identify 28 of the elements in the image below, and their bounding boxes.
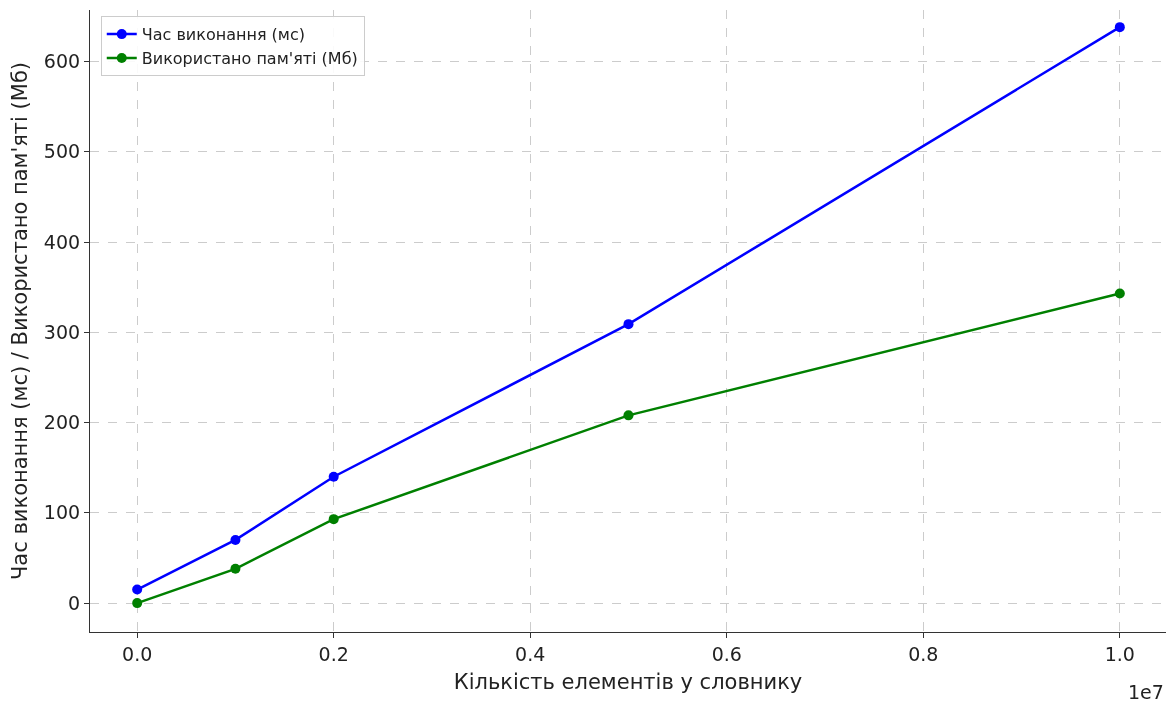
y-tick-label: 600 [43,50,81,73]
point [1114,22,1125,33]
y-tick-label: 400 [43,230,81,253]
y-tick-label: 200 [43,411,81,434]
y-tick-label: 100 [43,501,81,524]
x-tick-label: 0.0 [122,642,153,665]
text: 1e7 [1128,681,1164,702]
y-tick-label: 300 [43,320,81,343]
point [328,514,339,525]
x-tick-label: 0.6 [711,642,742,665]
y-axis-title: Час виконання (мс) / Використано пам'яті (Мб) [7,61,32,581]
point [132,598,143,609]
legend-label: Час виконання (мс) [141,25,305,45]
point [623,410,634,421]
x-tick-label: 0.4 [515,642,546,665]
point [1114,288,1125,299]
y-tick-label: 0 [68,591,81,614]
point [132,584,143,595]
x-tick-label: 0.8 [908,642,939,665]
x-tick-label: 0.2 [318,642,349,665]
point [328,471,339,482]
point [623,319,634,330]
x-axis-title: Кількість елементів у словнику [453,670,803,695]
legend-label: Використано пам'яті (Мб) [141,49,358,69]
point [230,534,241,545]
y-tick-label: 500 [43,140,81,163]
point [230,563,241,574]
x-tick-label: 1.0 [1104,642,1135,665]
